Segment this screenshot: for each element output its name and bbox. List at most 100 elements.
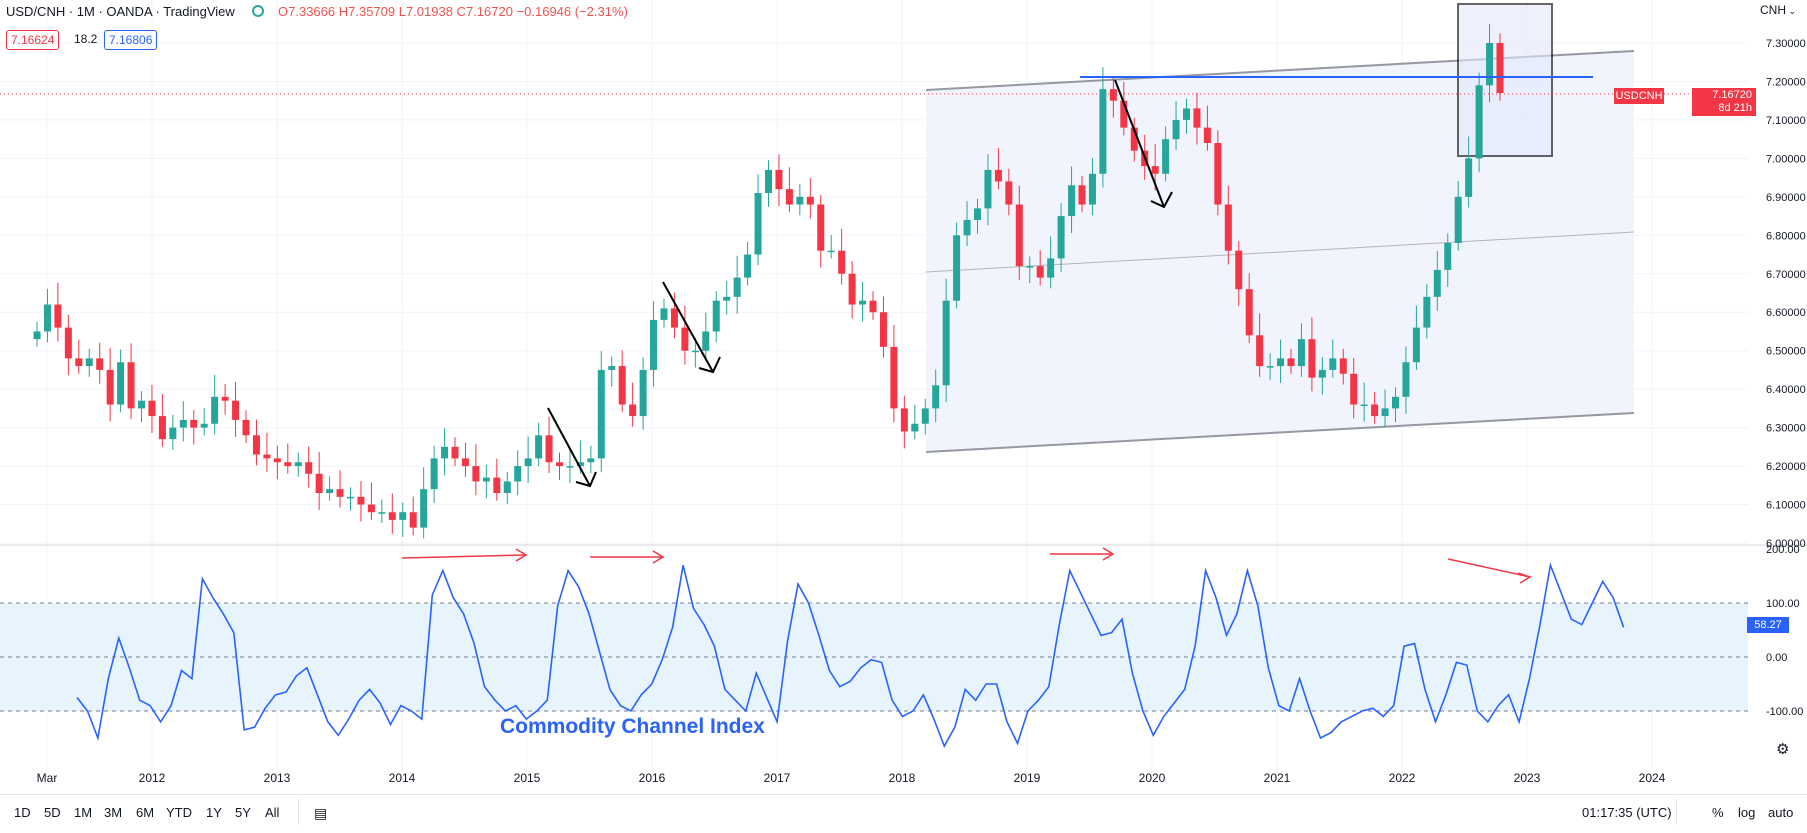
- candle-body: [1214, 143, 1222, 205]
- candle: [859, 281, 867, 322]
- chart-header: USD/CNH · 1M · OANDA · TradingView O7.33…: [6, 4, 628, 19]
- candle: [963, 201, 971, 247]
- time-tick-label: 2022: [1389, 771, 1416, 785]
- range-5d[interactable]: 5D: [44, 805, 61, 820]
- candle-body: [190, 419, 198, 428]
- channel-mid-line[interactable]: [925, 231, 1635, 273]
- candle-body: [932, 385, 940, 409]
- candle-body: [315, 473, 323, 493]
- candle-body: [221, 396, 229, 401]
- candle-body: [211, 396, 219, 424]
- highlight-box[interactable]: [1457, 3, 1553, 157]
- candle-body: [1277, 358, 1285, 367]
- candle: [974, 198, 981, 234]
- range-all[interactable]: All: [265, 805, 280, 820]
- candle-body: [54, 304, 62, 328]
- range-6m[interactable]: 6M: [136, 805, 155, 820]
- price-axis[interactable]: 6.00000 6.10000 6.20000 6.30000 6.40000 6.500…: [1766, 38, 1806, 550]
- candle-body: [1130, 127, 1138, 151]
- candle: [451, 437, 459, 467]
- cci-axis[interactable]: 200.00 100.00 0.00 -100.00: [1766, 544, 1803, 718]
- range-1d[interactable]: 1D: [14, 805, 31, 820]
- currency-label[interactable]: CNH ⌄: [1760, 3, 1797, 17]
- time-tick-label: 2014: [389, 771, 416, 785]
- candle: [357, 481, 365, 522]
- candle: [33, 321, 41, 347]
- candle-body: [618, 366, 626, 405]
- range-5y[interactable]: 5Y: [235, 805, 251, 820]
- auto-toggle[interactable]: auto: [1768, 805, 1794, 820]
- candle: [514, 450, 522, 496]
- candle-body: [733, 277, 741, 297]
- candle-body: [158, 416, 166, 440]
- price-tick-label: 7.20000: [1766, 76, 1806, 88]
- candle: [1015, 185, 1023, 280]
- cci-line: [76, 562, 1625, 748]
- candle-body: [785, 189, 793, 205]
- candle-body: [775, 169, 783, 190]
- candle: [1026, 256, 1034, 283]
- candle-body: [1350, 373, 1358, 405]
- candle: [1496, 33, 1504, 101]
- time-tick-label: 2015: [514, 771, 541, 785]
- price-tick-label: 6.10000: [1766, 500, 1806, 512]
- candle-body: [691, 350, 699, 353]
- date-range-icon[interactable]: ▤: [314, 805, 328, 821]
- candle: [117, 349, 125, 413]
- candle: [388, 493, 396, 534]
- candle-body: [284, 462, 292, 467]
- candle: [169, 414, 177, 450]
- channel-lower-line[interactable]: [925, 412, 1635, 453]
- candle-body: [1433, 269, 1441, 297]
- clock-time[interactable]: 01:17:35 (UTC): [1582, 805, 1672, 820]
- candle-body: [1360, 404, 1368, 407]
- settings-icon[interactable]: ⚙: [1776, 741, 1790, 758]
- candle: [461, 442, 469, 477]
- candle: [723, 281, 731, 315]
- candle-body: [399, 512, 407, 520]
- candle: [911, 404, 919, 440]
- time-axis[interactable]: Mar 2012 2013 2014 2015 2016 2017 2018 2019 2020 2…: [37, 771, 1666, 785]
- time-tick-label: 2019: [1014, 771, 1041, 785]
- candle-body: [493, 477, 501, 493]
- candle: [1475, 72, 1483, 173]
- candle: [650, 301, 658, 387]
- price-tick-label: 6.20000: [1766, 461, 1806, 473]
- candle-body: [85, 358, 93, 367]
- candle-body: [1088, 173, 1096, 205]
- cci-tick-label: 100.00: [1766, 598, 1800, 610]
- candle-body: [430, 458, 438, 490]
- candle: [158, 394, 166, 447]
- range-1y[interactable]: 1Y: [206, 805, 222, 820]
- time-tick-label: 2021: [1264, 771, 1291, 785]
- down-arrow-2[interactable]: [662, 281, 721, 374]
- down-arrow-1[interactable]: [547, 407, 597, 488]
- percent-toggle[interactable]: %: [1712, 805, 1724, 820]
- ask-box[interactable]: 7.16806: [104, 30, 158, 50]
- candle-body: [1109, 89, 1117, 101]
- candle: [953, 222, 961, 309]
- candle-body: [890, 346, 898, 409]
- candle: [1454, 181, 1462, 251]
- bid-box[interactable]: 7.16624: [6, 30, 60, 50]
- candle: [629, 382, 637, 427]
- candle: [1423, 284, 1431, 339]
- candle: [1099, 67, 1107, 188]
- candle: [367, 482, 375, 520]
- range-3m[interactable]: 3M: [104, 805, 123, 820]
- log-toggle[interactable]: log: [1738, 805, 1756, 820]
- range-1m[interactable]: 1M: [74, 805, 93, 820]
- candle-body: [1297, 339, 1305, 367]
- symbol-title[interactable]: USD/CNH · 1M · OANDA · TradingView: [6, 4, 235, 19]
- candle-body: [1099, 89, 1107, 174]
- price-tick-label: 7.30000: [1766, 38, 1806, 50]
- candle-body: [869, 300, 877, 313]
- range-ytd[interactable]: YTD: [166, 805, 192, 820]
- divergence-arrows[interactable]: [401, 547, 1532, 584]
- candle: [1444, 233, 1452, 287]
- candle-body: [1162, 139, 1170, 174]
- candle-body: [848, 273, 856, 305]
- candle: [754, 174, 762, 266]
- candle-body: [409, 512, 417, 528]
- down-arrow-3[interactable]: [1114, 79, 1173, 209]
